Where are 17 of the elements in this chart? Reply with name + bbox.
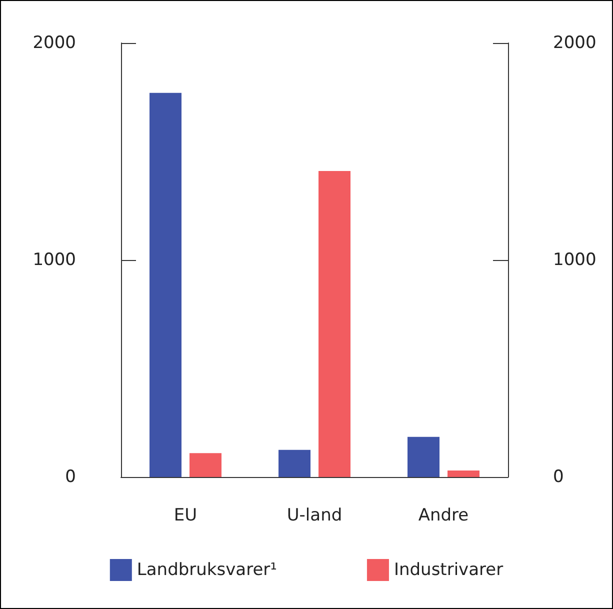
x-tick-label: Andre	[418, 506, 469, 526]
bar	[448, 470, 480, 477]
bar	[278, 450, 310, 477]
x-tick-label: U-land	[286, 506, 342, 526]
y-tick-label: 2000	[32, 33, 76, 53]
x-tick-label: EU	[174, 506, 198, 526]
bar	[150, 92, 182, 477]
y2-tick-label: 1000	[553, 250, 596, 270]
y-tick-label: 1000	[32, 250, 76, 270]
y-tick-label: 0	[65, 467, 76, 487]
bar	[318, 171, 350, 477]
bar	[190, 453, 222, 477]
bar	[408, 436, 440, 477]
legend-label: Landbruksvarer¹	[136, 560, 277, 580]
y2-tick-label: 0	[553, 467, 564, 487]
y2-tick-label: 2000	[553, 33, 596, 53]
legend-label: Industrivarer	[394, 560, 504, 580]
